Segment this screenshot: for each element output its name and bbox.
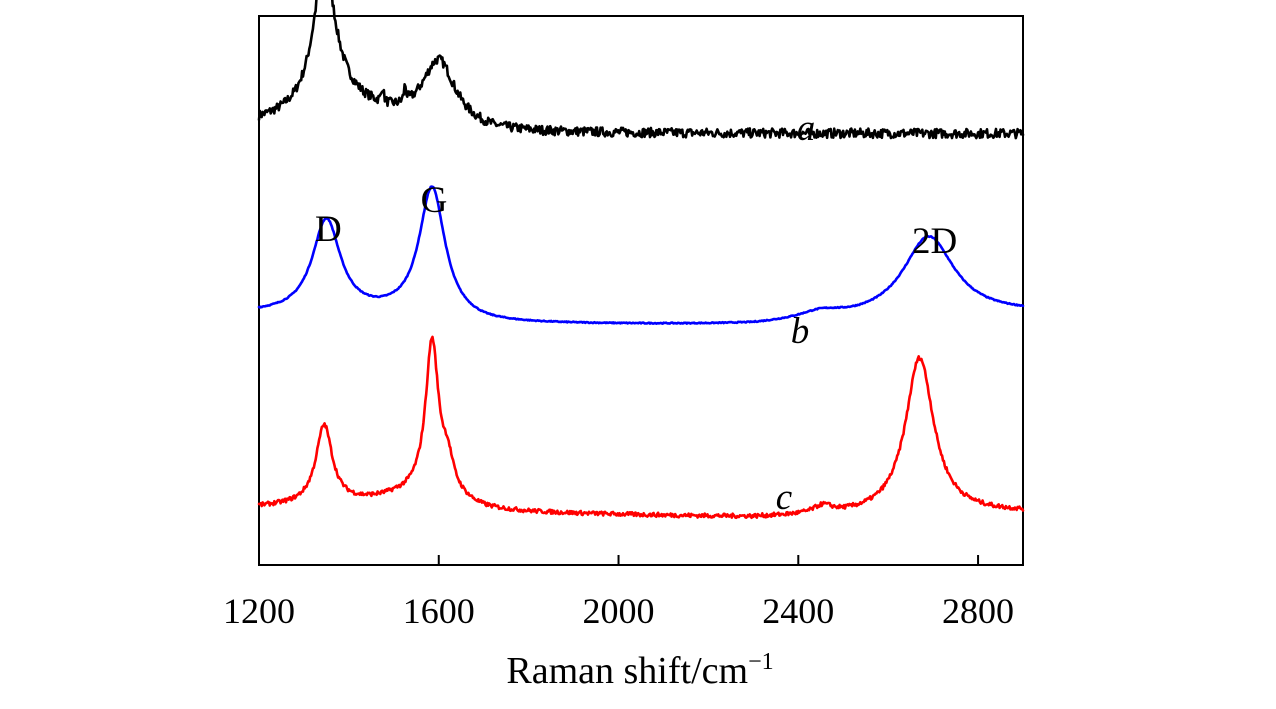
x-tick-label: 2800 bbox=[942, 591, 1014, 631]
series-a-line bbox=[257, 0, 1025, 140]
series-c-line bbox=[257, 335, 1025, 520]
x-axis-ticks bbox=[258, 555, 980, 565]
series-a-label: a bbox=[797, 108, 816, 149]
peak-label-g: G bbox=[421, 180, 448, 221]
peak-label-2d: 2D bbox=[912, 221, 957, 262]
series-b-label: b bbox=[791, 311, 810, 352]
spectrum-traces bbox=[257, 0, 1025, 520]
chart-labels: 1200 1600 2000 2400 2800 a b c D G 2D bbox=[223, 108, 1014, 631]
x-tick-label: 1600 bbox=[403, 591, 475, 631]
peak-label-d: D bbox=[315, 209, 342, 250]
series-b-line bbox=[257, 185, 1025, 325]
x-tick-label: 2400 bbox=[762, 591, 834, 631]
x-tick-label: 1200 bbox=[223, 591, 295, 631]
x-axis-title: Raman shift/cm−1 bbox=[506, 649, 773, 692]
series-c-label: c bbox=[776, 477, 793, 518]
x-tick-label: 2000 bbox=[583, 591, 655, 631]
plot-frame bbox=[258, 15, 1024, 566]
